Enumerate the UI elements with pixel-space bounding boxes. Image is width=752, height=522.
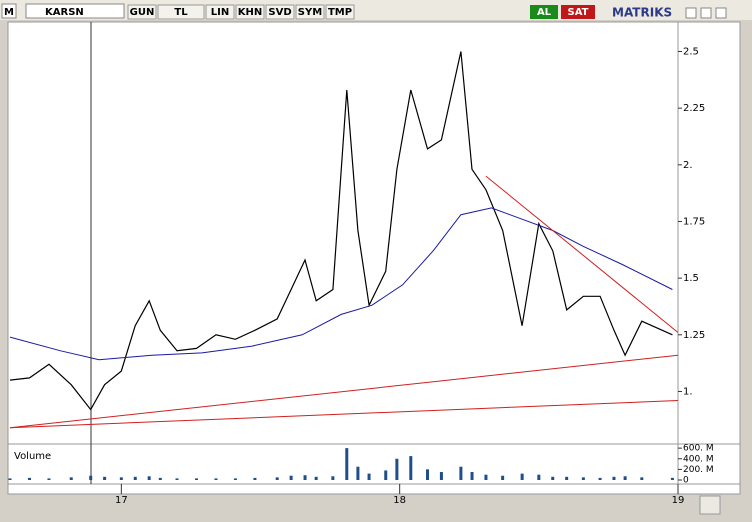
volume-bar <box>384 470 388 480</box>
volume-bar <box>670 477 674 480</box>
volume-bar <box>233 478 237 480</box>
volume-bar <box>175 478 179 480</box>
volume-bar <box>356 466 360 480</box>
volume-tick-label: 200. M <box>683 465 714 475</box>
volume-bar <box>194 478 198 480</box>
volume-bar <box>612 476 616 480</box>
volume-bar <box>89 475 93 480</box>
toolbar-button[interactable] <box>127 4 157 20</box>
volume-bar <box>275 477 279 480</box>
toolbar-button-label: GUN <box>130 7 155 18</box>
volume-bar <box>537 474 541 480</box>
volume-bar <box>147 476 151 480</box>
y-tick-label: 1.75 <box>683 216 705 227</box>
volume-bar <box>623 476 627 480</box>
volume-bar <box>501 475 505 480</box>
y-tick-label: 2.25 <box>683 103 705 114</box>
volume-bar <box>470 472 474 480</box>
toolbar-button[interactable] <box>295 4 325 20</box>
volume-bar <box>8 478 12 480</box>
price-line <box>9 51 673 411</box>
volume-bar <box>409 456 413 480</box>
volume-bar <box>47 478 51 480</box>
brand: MATRIKS <box>612 6 672 20</box>
y-tick-label: 1.5 <box>683 273 699 284</box>
volume-tick-label: 0 <box>683 476 689 486</box>
volume-bar <box>345 448 349 480</box>
menu-label: M <box>4 7 14 18</box>
y-tick-label: 1. <box>683 386 693 397</box>
volume-bar <box>103 476 107 480</box>
volume-tick-label: 400. M <box>683 454 714 464</box>
volume-bar <box>484 474 488 480</box>
volume-bar <box>303 475 307 480</box>
volume-label: Volume <box>14 451 51 462</box>
price-line <box>485 175 679 333</box>
toolbar-button-label: TMP <box>328 7 352 18</box>
volume-bar <box>551 476 555 480</box>
toolbar-button-label: SVD <box>268 7 291 18</box>
volume-bar <box>581 477 585 480</box>
volume-bar <box>119 477 123 480</box>
volume-bar <box>331 476 335 480</box>
volume-bar <box>426 469 429 480</box>
volume-bar <box>640 477 644 480</box>
x-tick-label: 17 <box>115 495 128 506</box>
volume-bar <box>214 478 218 480</box>
buy-label: AL <box>537 7 552 18</box>
toolbar-button[interactable] <box>265 4 295 20</box>
time-axis <box>7 483 741 495</box>
volume-bar <box>598 477 602 480</box>
toolbar-button-label: LIN <box>211 7 229 18</box>
volume-bar <box>520 473 524 480</box>
symbol-box[interactable] <box>25 3 125 19</box>
toolbar-button-label: SYM <box>298 7 322 18</box>
volume-bar <box>289 475 293 480</box>
refresh-button[interactable] <box>699 495 721 515</box>
volume-bar <box>133 476 137 480</box>
y-tick-label: 2.5 <box>683 46 699 57</box>
y-tick-label: 1.25 <box>683 330 705 341</box>
toolbar-button[interactable] <box>205 4 235 20</box>
volume-bar <box>439 472 443 480</box>
price-line <box>9 207 673 361</box>
x-tick-label: 18 <box>393 495 406 506</box>
volume-bar <box>395 458 399 480</box>
volume-bar <box>69 477 73 480</box>
volume-bar <box>367 473 371 480</box>
price-line <box>9 354 679 429</box>
x-tick-label: 19 <box>672 495 685 506</box>
menu-button[interactable] <box>1 3 17 19</box>
volume-tick-label: 600. M <box>683 444 714 454</box>
volume-bar <box>565 476 569 480</box>
volume-bar <box>158 477 162 480</box>
sell-button[interactable] <box>561 5 595 19</box>
toolbar-button-label: TL <box>174 7 188 18</box>
maximize[interactable] <box>700 7 712 19</box>
price-line <box>9 400 679 429</box>
volume-bar <box>253 477 257 480</box>
plot-background <box>7 21 741 485</box>
buy-button[interactable] <box>530 5 558 19</box>
volume-bar <box>459 466 463 480</box>
volume-bar <box>314 476 318 480</box>
toolbar-button[interactable] <box>157 4 205 20</box>
toolbar-button-label: KHN <box>238 7 263 18</box>
toolbar-button[interactable] <box>235 4 265 20</box>
toolbar-button[interactable] <box>325 4 355 20</box>
close[interactable] <box>715 7 727 19</box>
symbol: KARSN <box>45 7 84 18</box>
volume-bar <box>27 477 31 480</box>
y-tick-label: 2. <box>683 160 693 171</box>
sell-label: SAT <box>568 7 589 18</box>
minimize[interactable] <box>685 7 697 19</box>
